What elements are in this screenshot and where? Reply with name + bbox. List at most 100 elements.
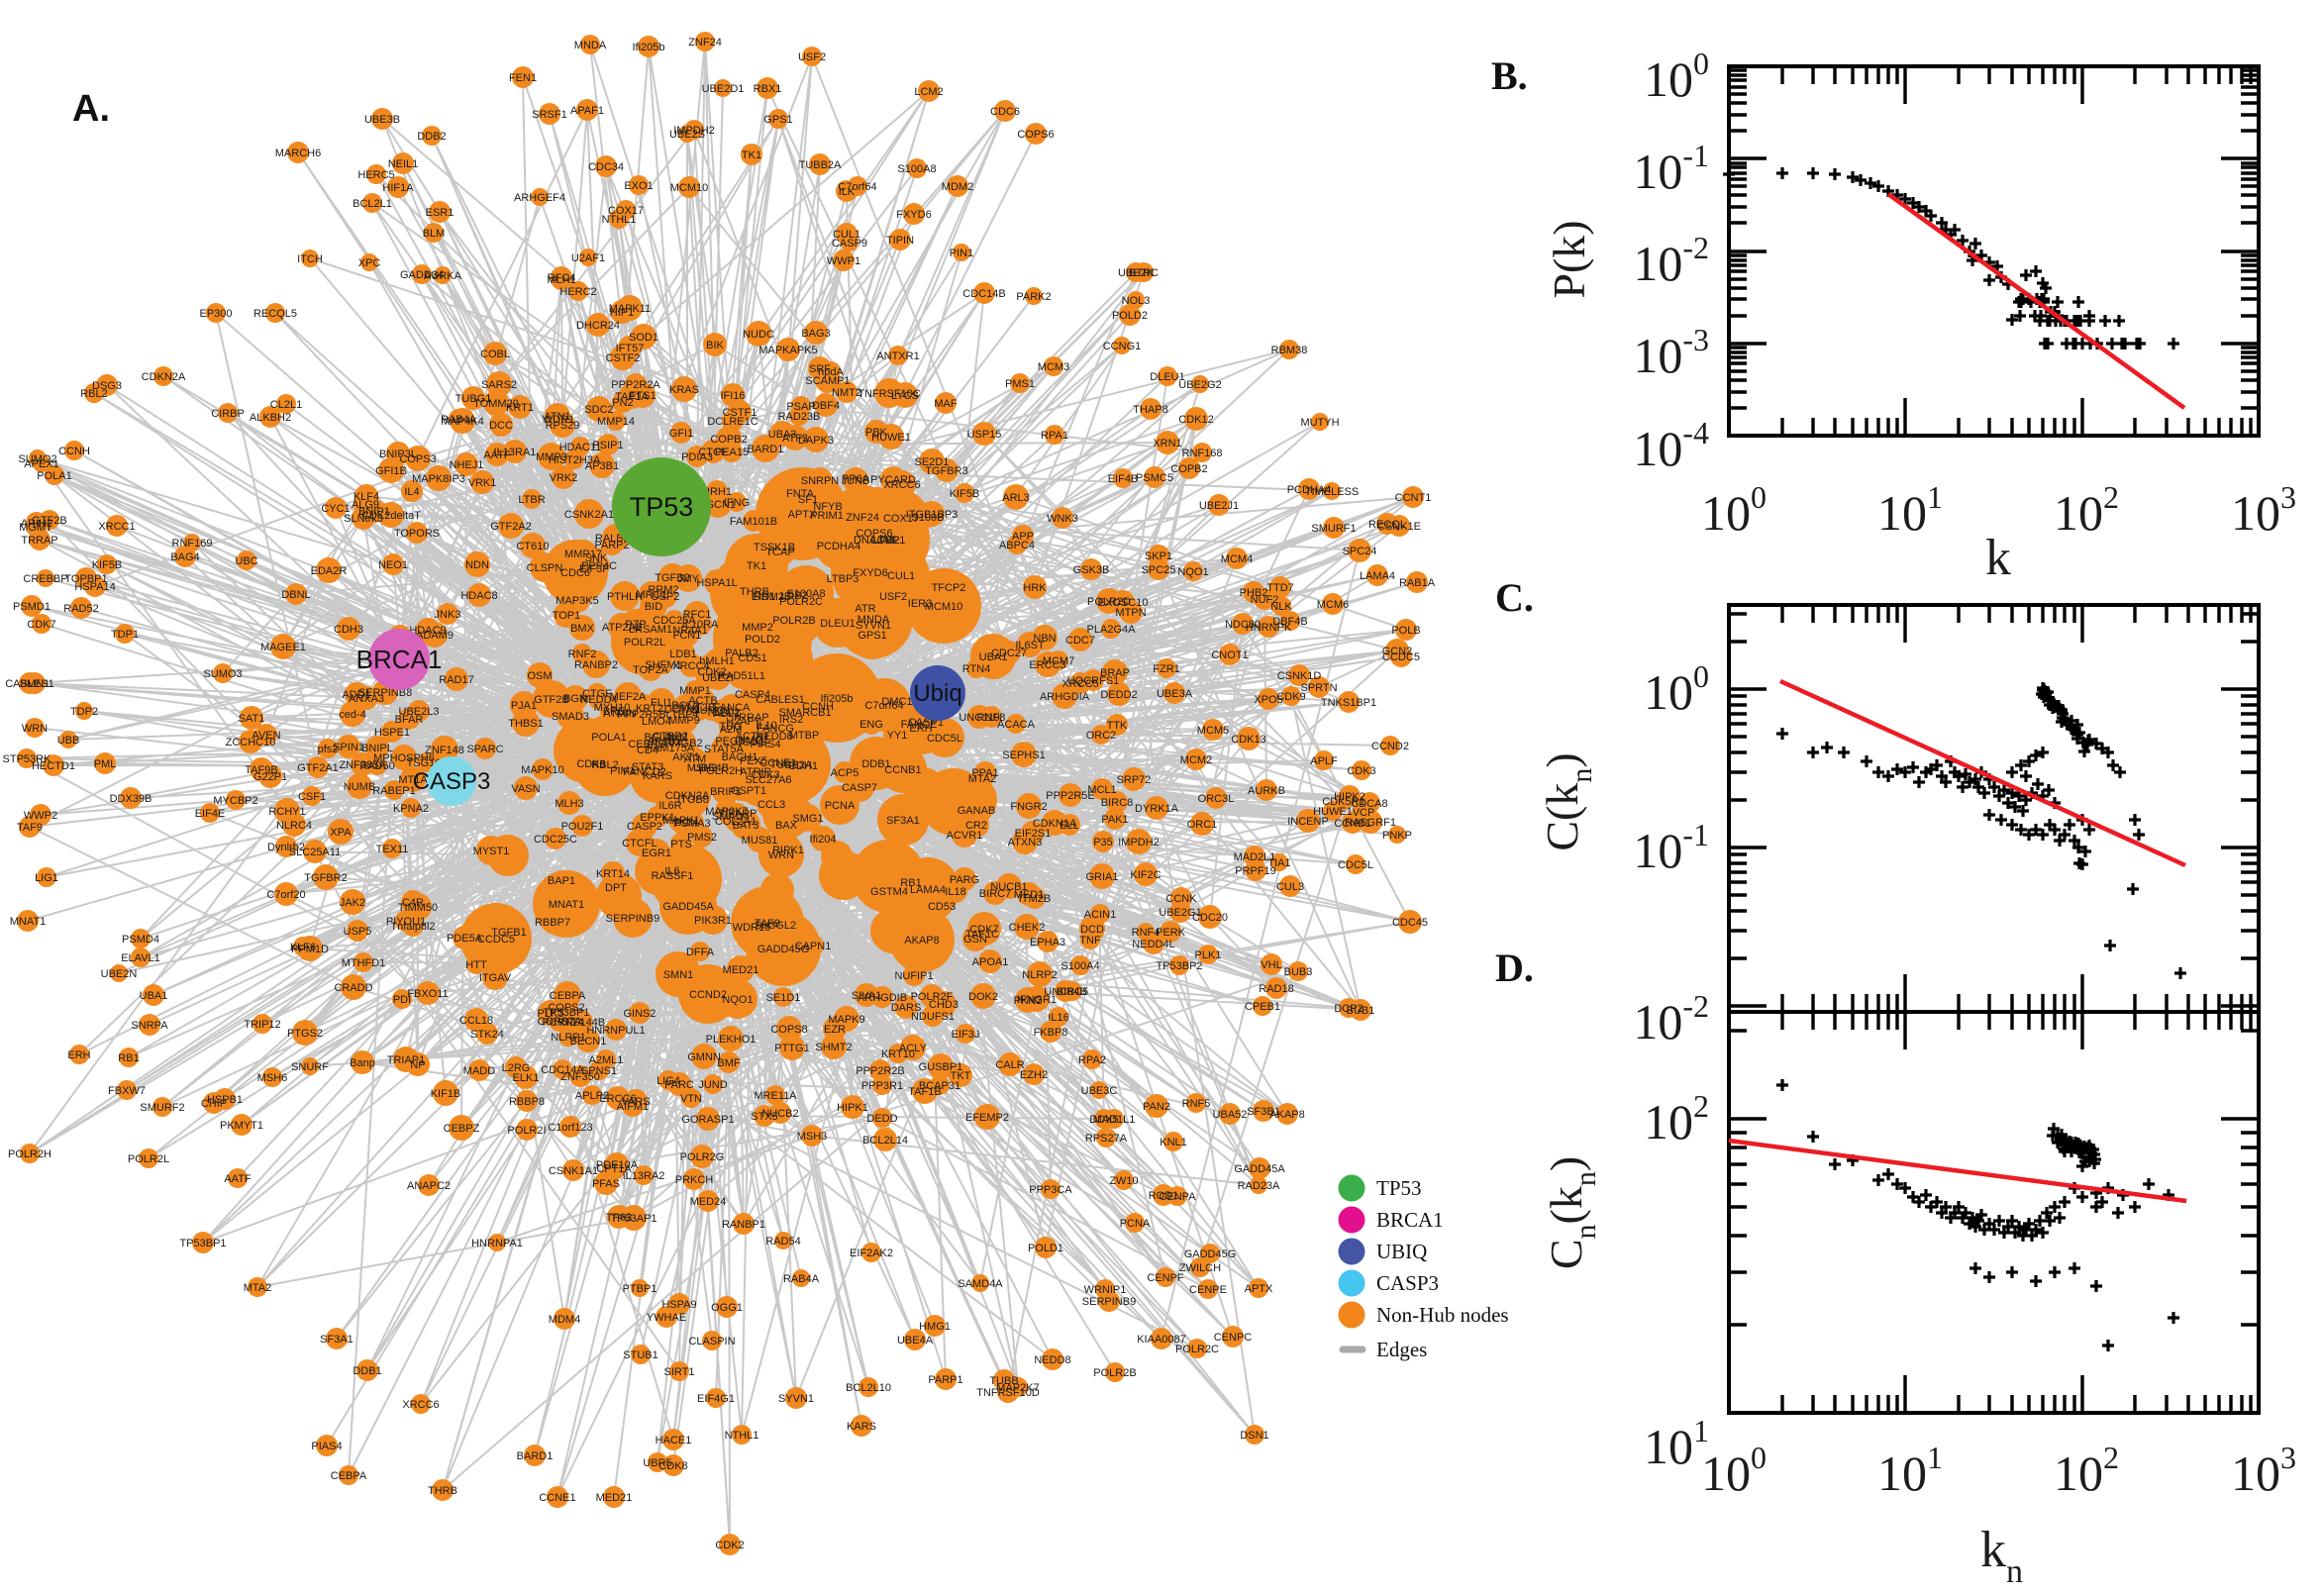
svg-text:C7orf64: C7orf64 [864,700,903,712]
svg-text:BCL2L11: BCL2L11 [644,732,688,744]
svg-text:WWP1: WWP1 [827,255,860,267]
svg-text:EXOSC10: EXOSC10 [1098,597,1149,609]
svg-text:MMP17: MMP17 [564,549,602,560]
svg-text:BAG3: BAG3 [801,328,830,340]
svg-text:IMPDH2: IMPDH2 [673,125,715,137]
svg-text:ACP5: ACP5 [831,767,859,779]
svg-text:TGFBR2: TGFBR2 [304,872,347,884]
svg-text:HMG1: HMG1 [919,1321,951,1333]
svg-text:ACVR1: ACVR1 [947,830,983,842]
svg-text:TTD7: TTD7 [1266,582,1294,594]
svg-text:HIP1: HIP1 [610,307,634,319]
svg-text:GFI1: GFI1 [669,428,693,440]
svg-text:CDK8: CDK8 [576,758,605,770]
svg-text:CDC14A: CDC14A [541,1064,584,1076]
svg-text:UBE2D1: UBE2D1 [702,83,745,95]
svg-text:TKT: TKT [951,1070,971,1082]
svg-text:SMARCB1: SMARCB1 [778,707,831,719]
svg-text:BNIPL: BNIPL [361,743,393,754]
svg-text:MED1: MED1 [1014,889,1045,901]
svg-text:BACH1: BACH1 [722,751,758,763]
svg-text:HERC2: HERC2 [559,286,596,298]
svg-text:U2AF1: U2AF1 [571,252,605,264]
svg-text:DCD: DCD [1080,924,1104,936]
svg-text:HSPA1L: HSPA1L [696,577,737,589]
svg-text:CPEB1: CPEB1 [1245,1001,1280,1013]
svg-text:IL4: IL4 [404,486,419,498]
svg-text:DCP2: DCP2 [1334,1003,1363,1015]
svg-text:IL10RA: IL10RA [682,619,719,631]
svg-text:HSPB1: HSPB1 [207,1094,243,1106]
svg-text:RAB4A: RAB4A [441,414,477,426]
svg-text:IFT57: IFT57 [616,343,645,354]
svg-text:TEX11: TEX11 [376,844,409,855]
svg-text:MEF2A: MEF2A [610,691,647,703]
svg-text:G22P1: G22P1 [253,771,287,783]
svg-text:RRM2B: RRM2B [754,591,792,603]
svg-text:CEBPZ: CEBPZ [444,1123,480,1135]
svg-text:CDK3: CDK3 [1347,765,1375,777]
svg-text:BAX: BAX [775,820,798,832]
svg-text:PDIA3: PDIA3 [681,451,713,463]
svg-text:YY1: YY1 [887,730,908,742]
svg-text:PPP2R5B: PPP2R5B [617,709,666,721]
svg-text:FZR1: FZR1 [1153,663,1180,675]
svg-text:EIF4G1: EIF4G1 [697,1393,735,1405]
svg-text:RABEP1: RABEP1 [372,785,415,797]
svg-text:ITGB1BP3: ITGB1BP3 [906,509,959,521]
svg-text:TIMELESS: TIMELESS [1305,486,1359,498]
svg-text:TRRAP: TRRAP [21,535,57,547]
svg-text:GADD45A: GADD45A [1234,1163,1285,1175]
svg-text:RNF168: RNF168 [1182,448,1223,459]
svg-text:ACIN1: ACIN1 [1084,909,1116,921]
svg-text:UBE4B: UBE4B [693,762,729,774]
svg-text:PPP4C: PPP4C [581,560,617,572]
svg-text:AKAP8: AKAP8 [1269,1109,1304,1121]
svg-text:ACACA: ACACA [997,719,1036,731]
svg-text:CCDC5: CCDC5 [1382,651,1420,663]
svg-text:PCNA: PCNA [1120,1218,1151,1230]
svg-text:TP53BP1: TP53BP1 [543,1007,589,1019]
svg-text:LTBP1: LTBP1 [873,535,906,547]
svg-text:TP53: TP53 [1376,1176,1422,1200]
svg-text:LAMA4: LAMA4 [910,884,946,896]
svg-text:CEBPA: CEBPA [331,1470,367,1482]
svg-text:FEN1: FEN1 [509,72,537,84]
svg-text:BAP1: BAP1 [548,875,575,887]
svg-text:EIF2AK2: EIF2AK2 [850,1247,893,1259]
svg-text:CDC7: CDC7 [1065,635,1095,647]
svg-text:MMP14: MMP14 [597,416,635,428]
svg-text:ALKBH2: ALKBH2 [250,412,291,424]
svg-text:MAP3K5: MAP3K5 [556,595,598,607]
svg-text:ITCH: ITCH [297,253,323,265]
svg-text:MUS81: MUS81 [742,835,778,847]
svg-text:POLR2H: POLR2H [8,1148,51,1160]
svg-text:VRK1: VRK1 [468,477,497,489]
svg-text:PEA15: PEA15 [715,447,749,458]
svg-text:CT610: CT610 [516,541,549,552]
svg-text:DDX39B: DDX39B [110,793,152,805]
svg-text:IL13RA1: IL13RA1 [494,447,537,458]
svg-text:RPA1: RPA1 [1041,430,1068,442]
svg-text:SF3A1: SF3A1 [886,815,920,827]
svg-text:ANTXR1: ANTXR1 [876,350,919,362]
svg-text:SMG1: SMG1 [792,813,823,825]
svg-text:FLI1: FLI1 [651,697,672,709]
svg-text:COPS7A: COPS7A [538,1016,582,1028]
svg-text:RPS29: RPS29 [546,420,580,432]
svg-text:ATRIP: ATRIP [740,766,771,778]
svg-text:CTGF: CTGF [582,688,612,700]
svg-text:BIRC8: BIRC8 [1101,797,1133,809]
svg-text:PIK3R1: PIK3R1 [694,915,732,927]
svg-text:CCNH: CCNH [58,446,90,457]
svg-text:SMN1: SMN1 [20,678,50,690]
svg-text:RASGRF1: RASGRF1 [1345,817,1396,829]
svg-text:WDR16: WDR16 [733,922,771,934]
svg-text:SOD1: SOD1 [629,332,658,344]
svg-text:CDC27: CDC27 [991,648,1027,659]
svg-text:CDK2deltaT: CDK2deltaT [361,510,421,522]
svg-text:POLR2L: POLR2L [128,1153,169,1165]
svg-text:PSMD4: PSMD4 [122,934,159,946]
svg-text:EPHA3: EPHA3 [1030,937,1065,948]
svg-text:POLR2H: POLR2H [699,765,743,777]
